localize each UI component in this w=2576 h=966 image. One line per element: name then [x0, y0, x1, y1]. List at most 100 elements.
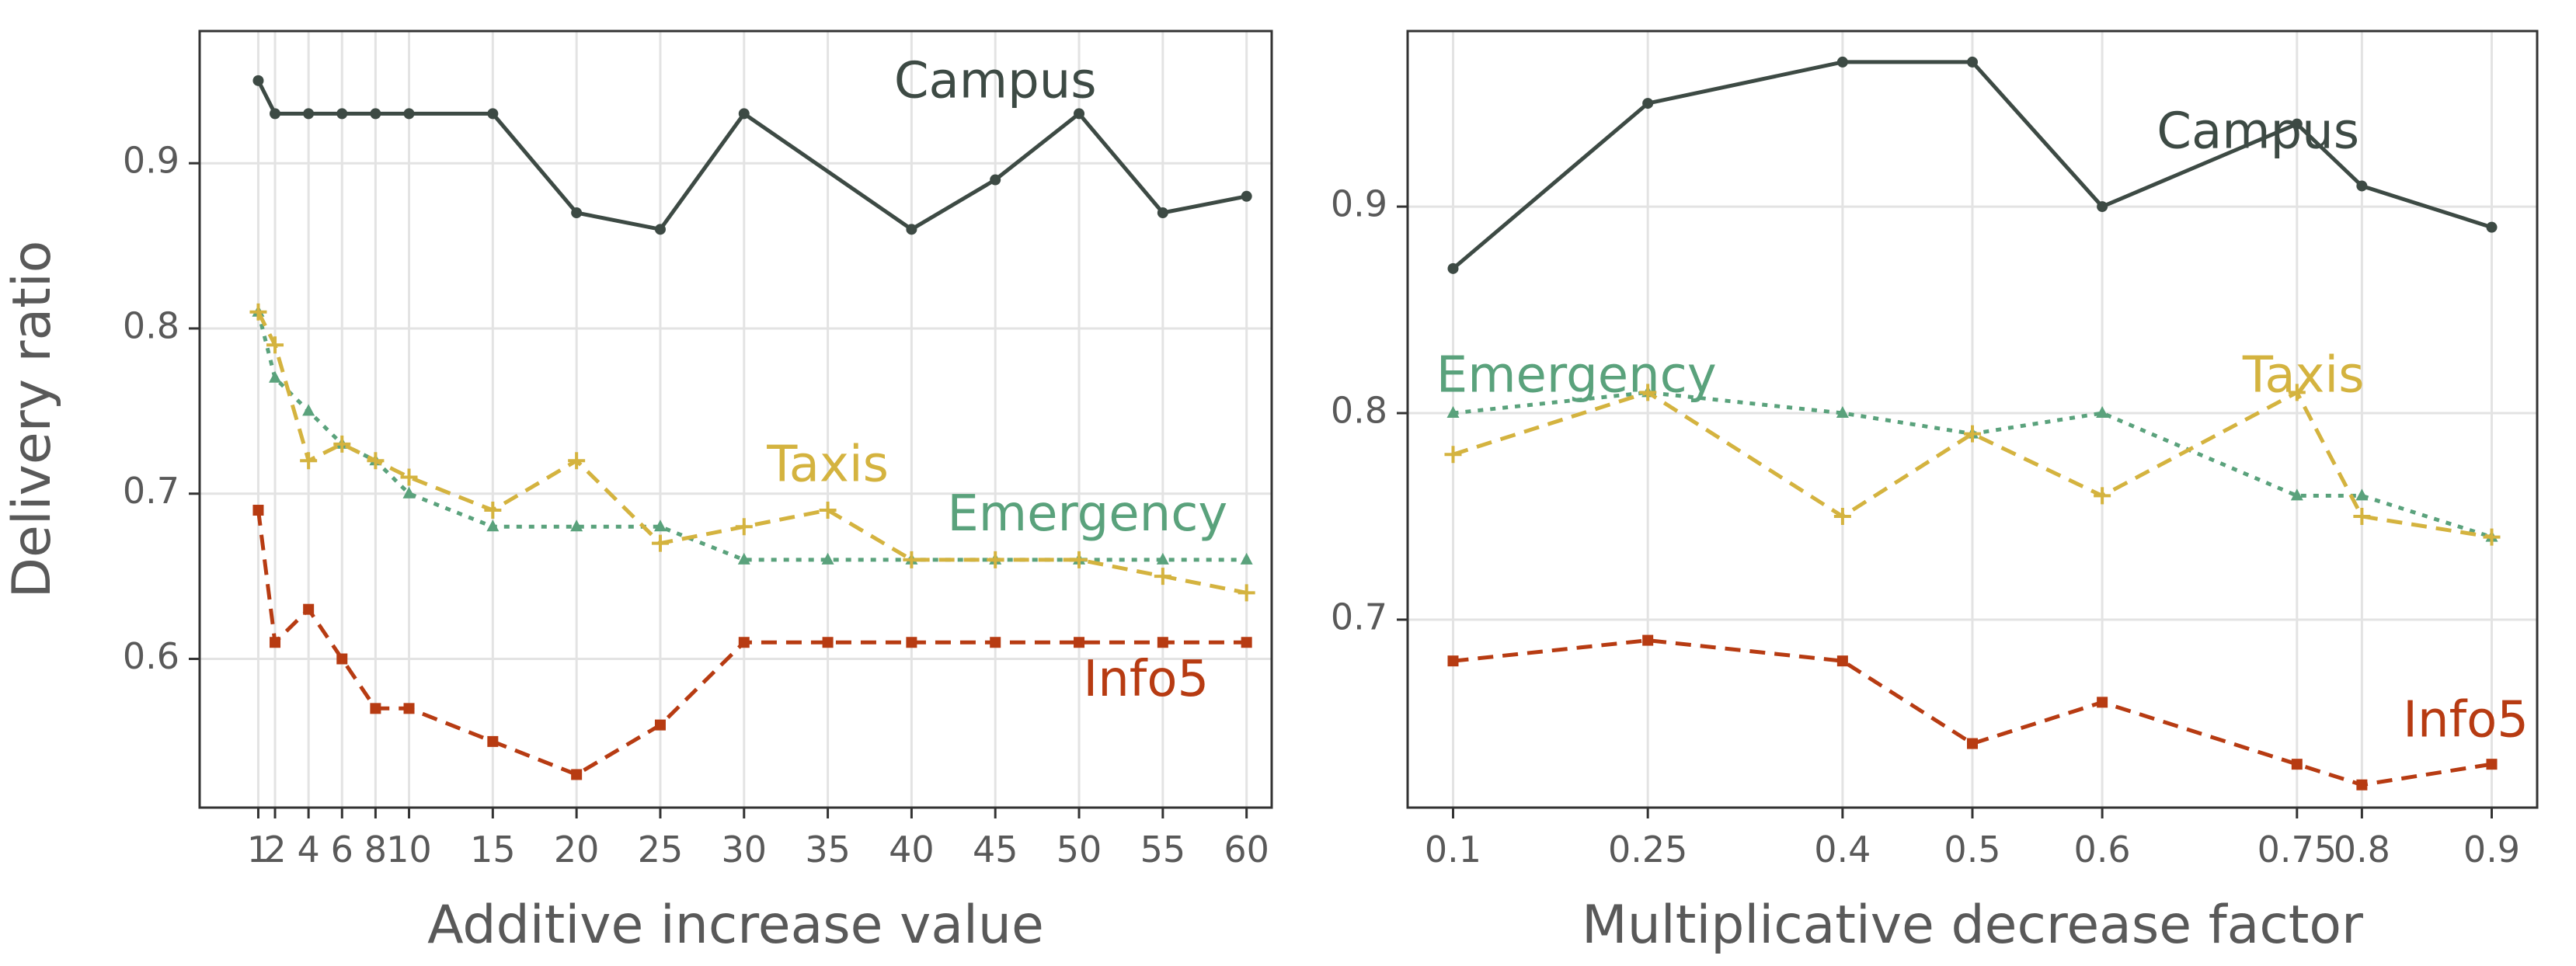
data-point: [1446, 406, 1460, 419]
series-line-taxis: [256, 311, 1248, 595]
x-tick-label: 45: [973, 829, 1018, 870]
y-tick-label: 0.7: [123, 470, 179, 512]
x-tick-label: 25: [638, 829, 684, 870]
data-point: [906, 637, 917, 648]
plot-frame: [198, 30, 1273, 809]
data-point: [269, 370, 282, 383]
data-point: [990, 637, 1001, 648]
data-point: [819, 502, 837, 519]
left-panel-additive-increase: Campus Emergency Taxis Info5 12 4 6 8 10 15 20 25 30…: [2, 30, 1273, 956]
data-point: [487, 735, 499, 747]
y-tick-label: 0.8: [1331, 390, 1387, 432]
data-point: [2096, 406, 2109, 419]
x-tick-label: 40: [889, 829, 935, 870]
data-point: [1156, 552, 1169, 565]
data-point: [2094, 487, 2111, 505]
data-point: [990, 174, 1001, 186]
y-tick-label: 0.9: [1331, 183, 1387, 225]
data-point: [821, 552, 834, 565]
data-point: [252, 505, 264, 516]
data-point: [302, 404, 315, 416]
x-tick-label: 0.75: [2257, 829, 2337, 870]
data-point: [252, 75, 264, 86]
x-tick-label: 20: [554, 829, 600, 870]
series-info5: [1447, 634, 2498, 791]
x-tick-label: 30: [722, 829, 768, 870]
series-label-campus: Campus: [2157, 103, 2359, 161]
data-point: [906, 224, 917, 235]
x-tick-label: 15: [470, 829, 516, 870]
x-tick-label: 8: [364, 829, 387, 870]
data-point: [336, 108, 348, 120]
data-point: [270, 637, 281, 648]
data-point: [2097, 697, 2108, 708]
data-point: [1444, 446, 1462, 464]
y-tick-label: 0.9: [123, 140, 179, 182]
data-point: [822, 637, 834, 648]
series-label-emergency: Emergency: [1436, 346, 1717, 404]
series-taxis: [1444, 384, 2501, 546]
x-tick-label: 0.5: [1944, 829, 2000, 870]
series-line-campus: [1451, 60, 2493, 270]
data-point: [2355, 488, 2369, 501]
data-point: [1836, 655, 1848, 667]
data-point: [654, 719, 666, 731]
data-point: [303, 603, 315, 615]
series-taxis: [249, 303, 1255, 602]
x-tick-label: 0.8: [2334, 829, 2390, 870]
x-tick-label: 0.9: [2463, 829, 2520, 870]
data-point: [571, 207, 583, 219]
data-point: [249, 303, 267, 321]
series-campus: [1447, 56, 2498, 274]
data-point: [568, 452, 586, 470]
data-point: [2291, 759, 2303, 770]
data-point: [738, 108, 750, 120]
x-tick-label: 60: [1224, 829, 1269, 870]
series-line-emergency: [256, 311, 1247, 562]
x-tick-label: 0.1: [1425, 829, 1481, 870]
data-point: [336, 653, 348, 665]
series-line-info5: [256, 509, 1247, 777]
data-point: [903, 551, 921, 568]
x-axis-label: Multiplicative decrease factor: [1582, 895, 2363, 956]
data-point: [1967, 56, 1978, 68]
data-point: [1642, 98, 1654, 109]
data-point: [1241, 190, 1252, 202]
data-point: [1238, 584, 1255, 602]
y-axis-label: Delivery ratio: [2, 241, 63, 599]
data-point: [1070, 551, 1088, 568]
data-point: [370, 703, 381, 714]
data-point: [1240, 552, 1253, 565]
right-panel-multiplicative-decrease: Campus Emergency Taxis Info5 0.1 0.25 0.4 0.5 0.…: [1331, 30, 2539, 956]
data-point: [737, 552, 750, 565]
data-point: [303, 108, 315, 120]
x-tick-label: 0.4: [1814, 829, 1871, 870]
data-point: [300, 452, 318, 470]
series-label-campus: Campus: [894, 53, 1097, 110]
data-point: [403, 703, 415, 714]
x-tick-label: 55: [1140, 829, 1186, 870]
data-point: [1967, 738, 1978, 749]
x-axis-label: Additive increase value: [427, 895, 1044, 956]
series-label-taxis: Taxis: [2242, 346, 2365, 404]
data-point: [367, 452, 385, 470]
series-label-info5: Info5: [2403, 692, 2529, 749]
data-point: [370, 108, 381, 120]
data-point: [266, 336, 284, 354]
data-point: [1074, 637, 1085, 648]
data-point: [1836, 406, 1849, 419]
data-point: [2291, 118, 2303, 130]
x-tick-label: 1: [247, 829, 270, 870]
series-label-info5: Info5: [1083, 651, 1209, 708]
data-point: [2486, 759, 2498, 770]
data-point: [654, 224, 666, 235]
x-tick-label: 4: [298, 829, 320, 870]
data-point: [738, 637, 750, 648]
data-point: [1157, 637, 1168, 648]
data-point: [484, 502, 502, 519]
data-point: [1447, 262, 1459, 274]
y-tick-label: 0.6: [123, 635, 179, 677]
data-point: [1447, 655, 1459, 667]
data-point: [1642, 634, 1654, 646]
